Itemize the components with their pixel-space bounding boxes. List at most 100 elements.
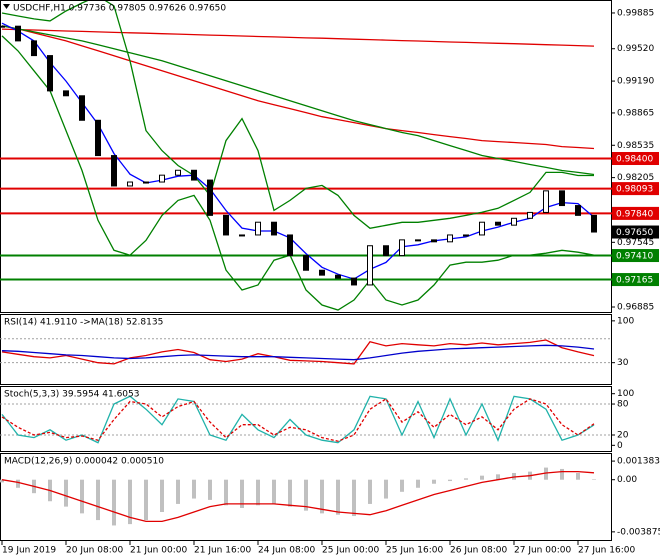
histogram-bar: [352, 479, 356, 517]
histogram-bar: [16, 479, 20, 488]
panel-frame: [0, 0, 612, 313]
histogram-bar: [96, 479, 100, 521]
panel-frame: [0, 314, 612, 385]
candle: [63, 90, 69, 97]
candle: [0, 25, 5, 28]
candle: [479, 221, 485, 236]
y-tick-label: 0.001383: [617, 457, 660, 467]
y-tick-label: 0.98205: [617, 173, 654, 183]
y-tick-label: 80: [617, 400, 629, 410]
candle: [463, 234, 469, 237]
level-label: 0.97840: [616, 209, 653, 219]
histogram-bar: [512, 472, 516, 480]
panel-frame: [0, 386, 612, 452]
histogram-bar: [304, 479, 308, 511]
indicator-line: [1, 35, 595, 311]
histogram-bar: [256, 479, 260, 506]
candle: [383, 245, 389, 257]
y-tick-label: -0.003875: [617, 527, 660, 537]
histogram-bar: [432, 479, 436, 484]
level-tag: [612, 182, 659, 196]
histogram-bar: [0, 479, 4, 483]
x-tick-label: 27 Jun 16:00: [578, 546, 635, 556]
histogram-bar: [160, 479, 164, 513]
histogram-bar: [416, 479, 420, 488]
indicator-line: [1, 1, 594, 229]
candle: [271, 221, 277, 236]
x-tick-label: 25 Jun 16:00: [386, 546, 443, 556]
histogram-bar: [592, 479, 596, 480]
level-label: 0.97410: [616, 252, 653, 262]
histogram-bar: [448, 479, 452, 482]
y-tick-label: 0.98535: [617, 141, 654, 151]
level-tag: [612, 249, 659, 263]
price-label: 0.97650: [616, 228, 653, 238]
candle: [287, 234, 293, 257]
x-tick-label: 25 Jun 00:00: [322, 546, 379, 556]
level-label: 0.98400: [616, 155, 653, 165]
indicator-line: [1, 344, 595, 361]
histogram-bar: [64, 479, 68, 507]
x-tick-label: 21 Jun 00:00: [130, 546, 187, 556]
candle: [95, 119, 101, 157]
candle: [591, 214, 597, 233]
x-tick-label: 27 Jun 00:00: [514, 546, 571, 556]
indicator-line: [1, 28, 595, 47]
panel: [0, 467, 596, 526]
x-tick-label: 26 Jun 08:00: [450, 546, 507, 556]
histogram-bar: [560, 468, 564, 480]
candle: [527, 211, 533, 219]
level-tag: [612, 152, 659, 166]
y-tick-label: 0.97545: [617, 238, 654, 248]
y-tick-label: 30: [617, 358, 629, 368]
candle: [15, 25, 21, 42]
histogram-bar: [320, 479, 324, 514]
candle: [367, 245, 373, 286]
y-tick-label: 0.98865: [617, 108, 654, 118]
candle: [447, 234, 453, 243]
panel-title: RSI(14) 41.9110 ->MA(18) 52.8135: [4, 318, 163, 328]
candle: [399, 239, 405, 257]
histogram-bar: [80, 479, 84, 514]
candle: [31, 40, 37, 57]
panel: [0, 395, 612, 444]
histogram-bar: [368, 479, 372, 504]
x-tick-label: 24 Jun 08:00: [258, 546, 315, 556]
panel-frame: [0, 453, 612, 541]
histogram-bar: [400, 479, 404, 492]
histogram-bar: [192, 479, 196, 499]
histogram-bar: [144, 479, 148, 521]
histogram-bar: [128, 479, 132, 525]
candle: [495, 221, 501, 226]
histogram-bar: [272, 479, 276, 504]
y-tick-label: 100: [617, 316, 634, 326]
x-tick-label: 19 Jun 2019: [2, 546, 56, 556]
candle: [191, 169, 197, 181]
candle: [175, 169, 181, 176]
indicator-line: [1, 339, 595, 365]
candle: [223, 214, 229, 236]
y-tick-label: 0.99190: [617, 77, 654, 87]
candle: [111, 155, 117, 187]
y-tick-label: 0.00: [617, 475, 637, 485]
histogram-bar: [224, 479, 228, 506]
panel-title: Stoch(5,3,3) 39.5954 41.6053: [4, 390, 139, 400]
candle: [335, 274, 341, 279]
candle: [255, 221, 261, 236]
y-tick-label: 0.99885: [617, 8, 654, 18]
histogram-bar: [112, 479, 116, 526]
histogram-bar: [336, 479, 340, 515]
indicator-line: [1, 470, 595, 523]
panel-title: USDCHF,H1 0.97736 0.97805 0.97626 0.9765…: [13, 4, 226, 14]
histogram-bar: [208, 479, 212, 500]
candle: [143, 181, 149, 184]
candle: [575, 205, 581, 216]
candle: [415, 239, 421, 242]
histogram-bar: [576, 472, 580, 480]
histogram-bar: [496, 474, 500, 480]
level-tag: [612, 273, 659, 287]
candle: [351, 277, 357, 286]
histogram-bar: [384, 479, 388, 499]
candle: [159, 174, 165, 183]
